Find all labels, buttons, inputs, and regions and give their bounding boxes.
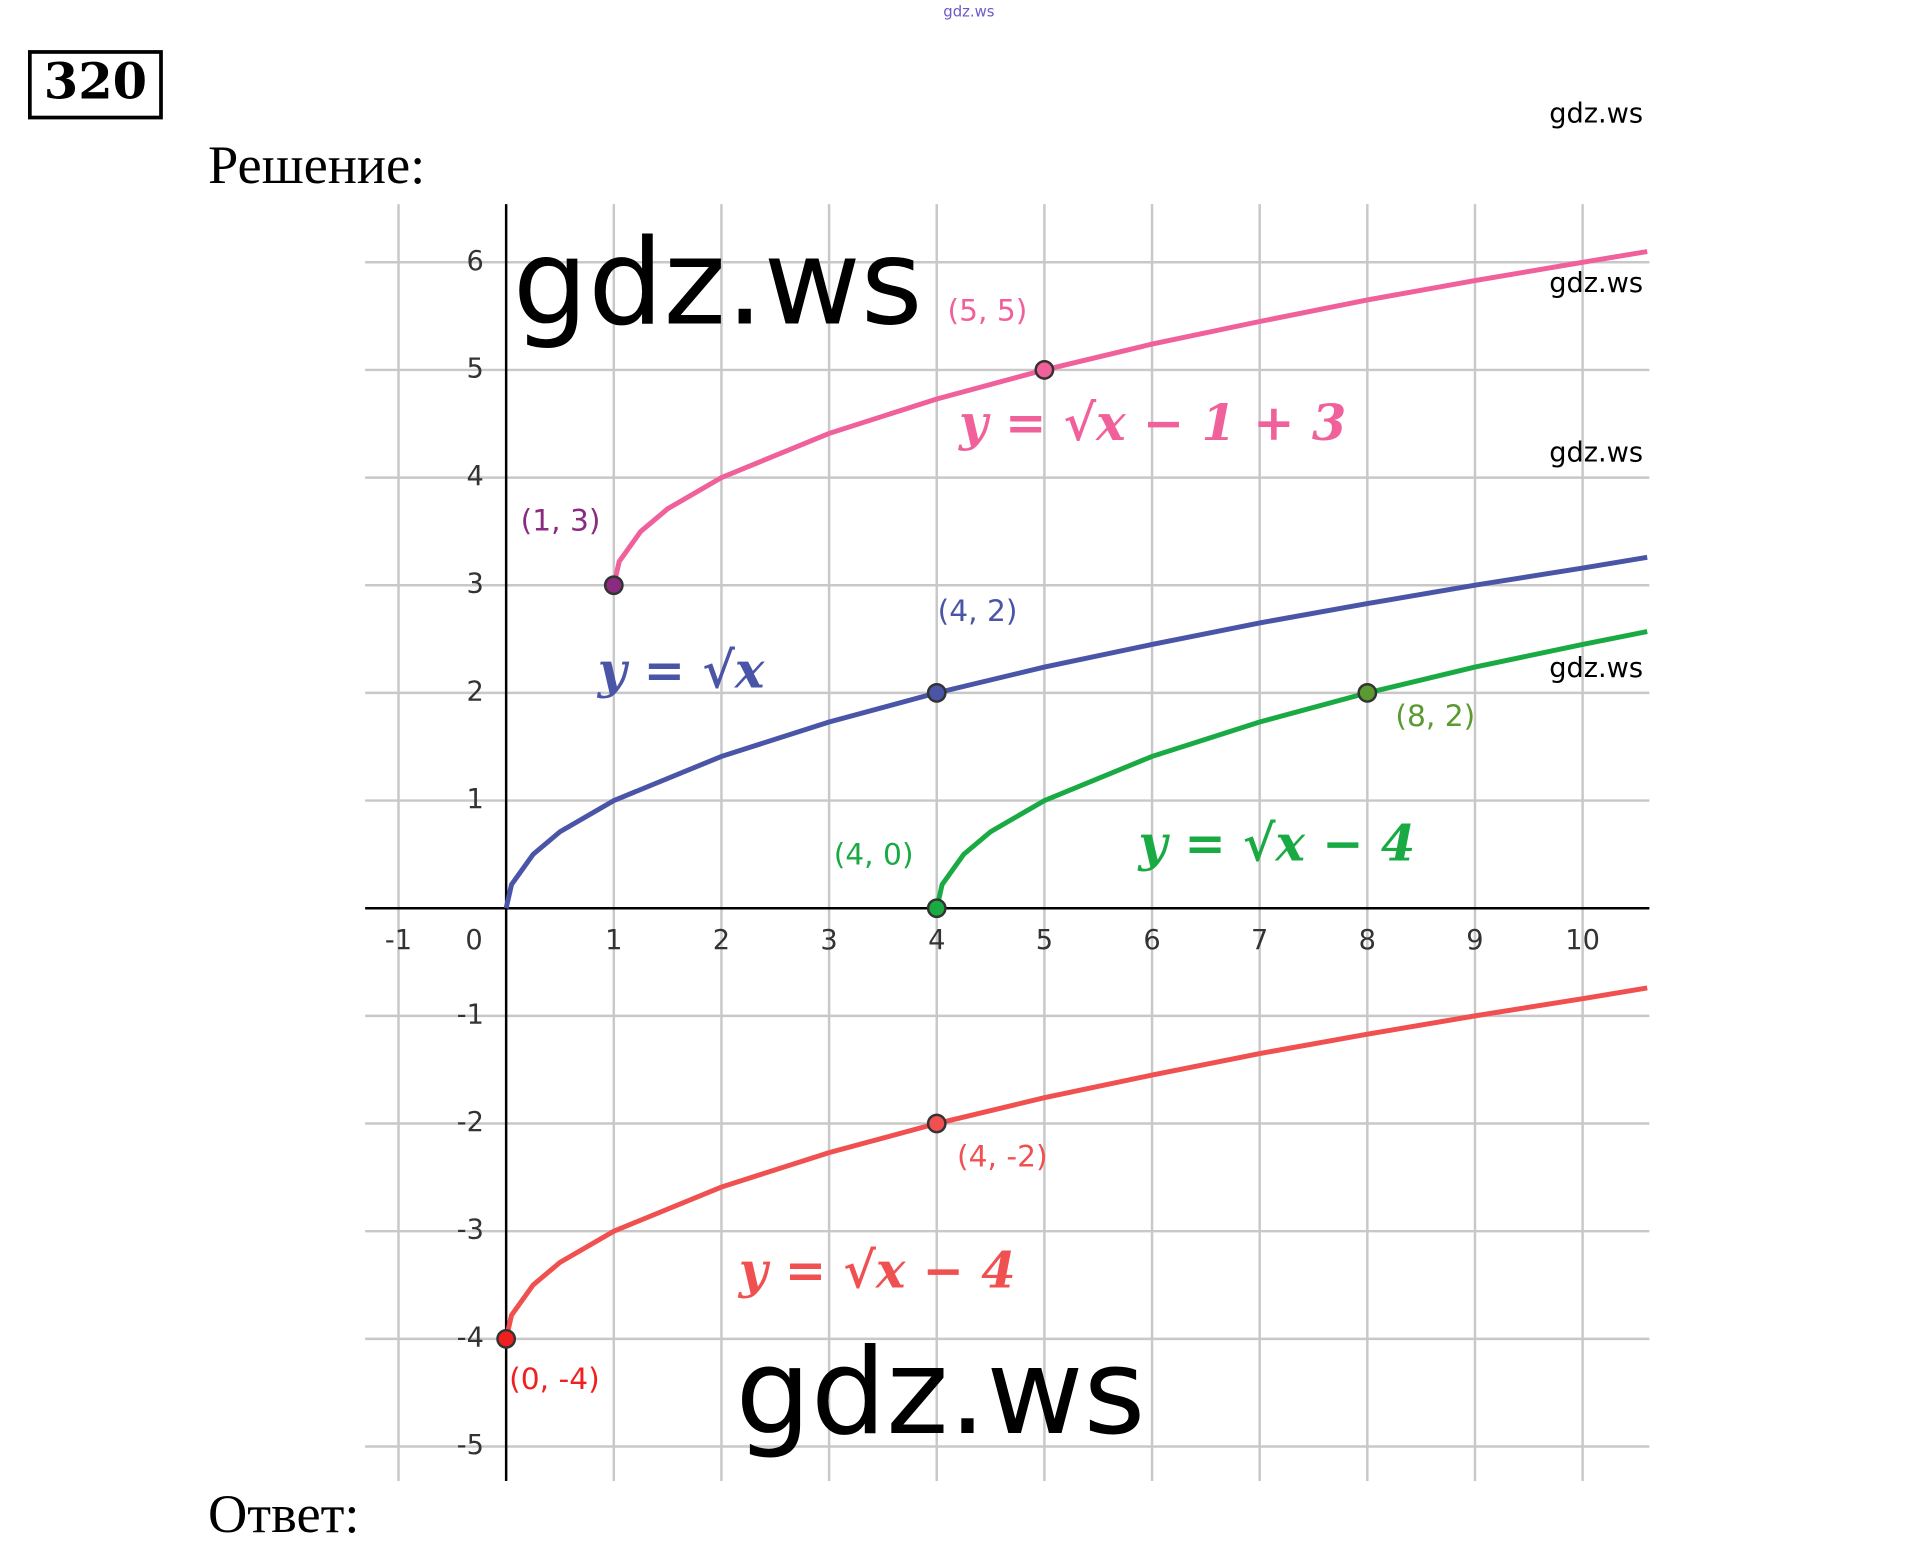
point xyxy=(603,575,624,596)
x-tick-label: 6 xyxy=(1143,925,1160,956)
problem-box xyxy=(27,50,163,120)
x-tick-label: 0 xyxy=(465,925,482,956)
series-label: y = √x − 4 xyxy=(738,1241,1016,1299)
solution-label: Решение: xyxy=(208,134,425,195)
y-tick-label: -2 xyxy=(457,1107,484,1138)
series-label: y = √x − 4 xyxy=(1137,814,1415,872)
point xyxy=(926,1113,947,1134)
watermark: gdz.ws xyxy=(513,214,923,352)
point xyxy=(1357,683,1378,703)
point-label: (4, -2) xyxy=(957,1140,1048,1175)
y-tick-label: 4 xyxy=(467,461,484,492)
series-label: y = √x − 1 + 3 xyxy=(958,394,1346,452)
watermark: gdz.ws xyxy=(735,1324,1145,1462)
y-tick-label: 1 xyxy=(467,784,484,815)
y-tick-label: -3 xyxy=(457,1215,484,1246)
point-label: (0, -4) xyxy=(509,1362,600,1397)
point xyxy=(1034,360,1055,380)
x-tick-label: 3 xyxy=(820,925,837,956)
x-tick-label: 8 xyxy=(1359,925,1376,956)
watermark: gdz.ws xyxy=(943,3,994,20)
series-line xyxy=(934,629,1648,909)
y-tick-label: 6 xyxy=(467,246,484,277)
y-tick-label: 2 xyxy=(467,676,484,707)
point-label: (1, 3) xyxy=(521,504,601,539)
watermark: gdz.ws xyxy=(1549,438,1643,469)
y-tick-label: -5 xyxy=(457,1430,484,1461)
point xyxy=(926,683,947,703)
series-line xyxy=(611,249,1648,586)
watermark: gdz.ws xyxy=(1549,99,1643,130)
chart: -1 0 1 2 3 4 5 6 7 8 9 10 -5 -4 -3 -2 -1 1 2 3 4 5 6 y = √x − 1… xyxy=(365,204,1650,1481)
watermark: gdz.ws xyxy=(1549,653,1643,684)
x-tick-label: -1 xyxy=(385,925,412,956)
point-label: (4, 2) xyxy=(938,594,1018,629)
answer-label: Ответ: xyxy=(208,1483,360,1544)
watermark: gdz.ws xyxy=(1549,268,1643,299)
point-label: (5, 5) xyxy=(948,293,1028,328)
series-label: y = √x xyxy=(597,641,765,699)
point-label: (8, 2) xyxy=(1395,699,1475,734)
x-tick-label: 5 xyxy=(1036,925,1053,956)
y-tick-label: -4 xyxy=(457,1322,484,1353)
x-tick-label: 10 xyxy=(1565,925,1600,956)
y-tick-label: 3 xyxy=(467,569,484,600)
point xyxy=(926,898,947,919)
y-tick-label: 5 xyxy=(467,353,484,384)
x-tick-label: 9 xyxy=(1466,925,1483,956)
y-tick-label: -1 xyxy=(457,999,484,1030)
problem-number: 320 xyxy=(44,52,147,110)
point-label: (4, 0) xyxy=(834,838,914,873)
x-tick-label: 1 xyxy=(605,925,622,956)
x-tick-label: 7 xyxy=(1251,925,1268,956)
x-tick-label: 4 xyxy=(928,925,945,956)
x-tick-label: 2 xyxy=(713,925,730,956)
point xyxy=(496,1328,517,1349)
